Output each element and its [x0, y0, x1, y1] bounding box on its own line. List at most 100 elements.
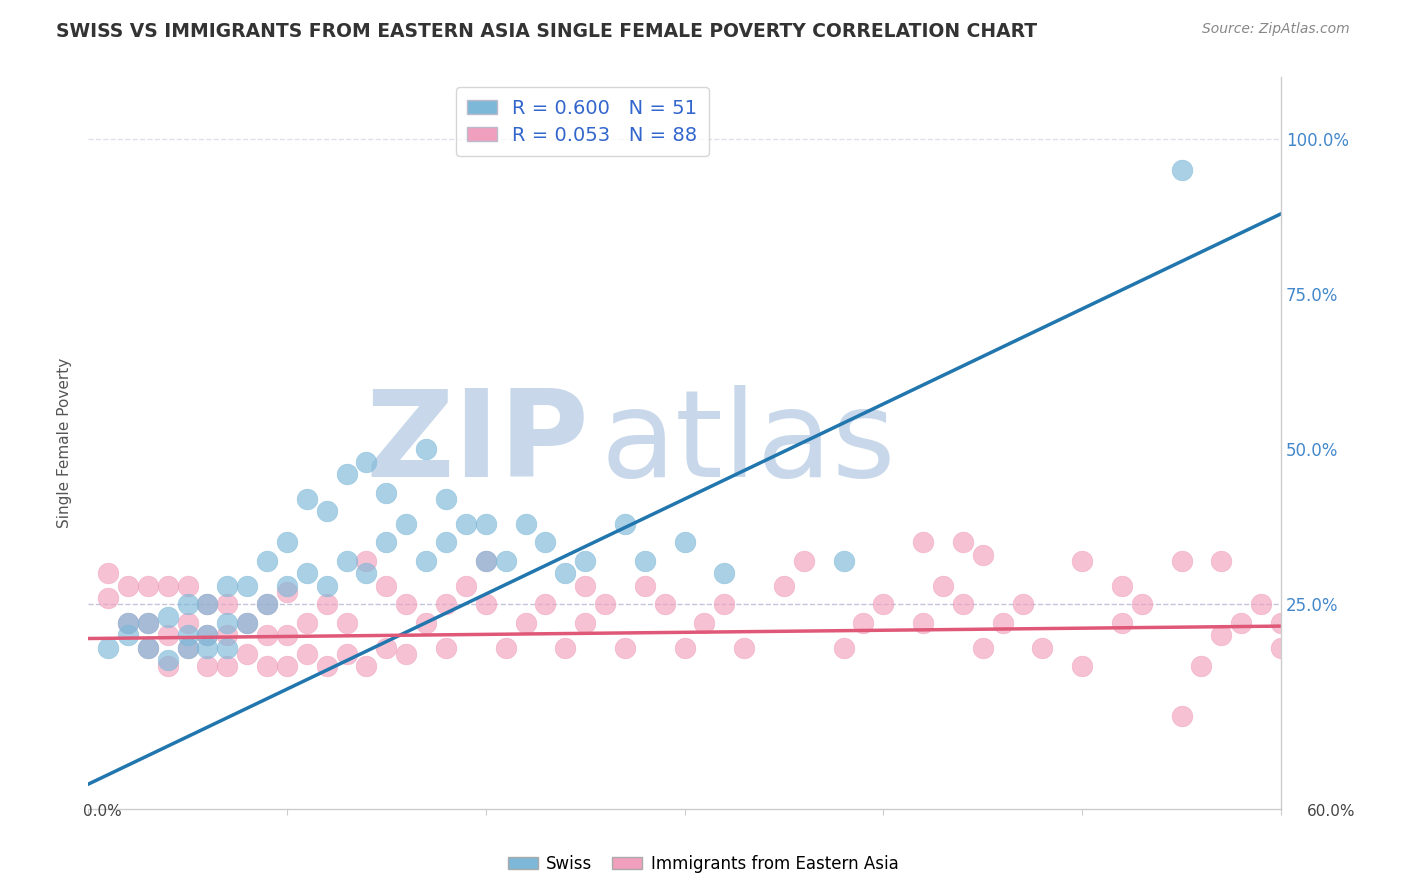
Text: atlas: atlas [600, 384, 897, 501]
Point [295, 647, 318, 661]
Point [295, 566, 318, 581]
Point [1230, 615, 1253, 630]
Point [912, 615, 935, 630]
Point [415, 442, 437, 457]
Point [793, 554, 815, 568]
Point [217, 640, 239, 655]
Point [295, 491, 318, 506]
Point [276, 585, 298, 599]
Point [613, 516, 636, 531]
Point [654, 598, 676, 612]
Point [495, 640, 517, 655]
Point [1250, 598, 1272, 612]
Point [256, 598, 278, 612]
Point [773, 579, 796, 593]
Point [136, 640, 159, 655]
Point [613, 640, 636, 655]
Point [176, 579, 198, 593]
Point [554, 640, 576, 655]
Point [276, 535, 298, 549]
Point [733, 640, 755, 655]
Point [1191, 659, 1213, 673]
Point [574, 615, 596, 630]
Point [574, 579, 596, 593]
Point [593, 598, 616, 612]
Point [454, 516, 477, 531]
Point [236, 615, 259, 630]
Point [156, 653, 179, 667]
Point [713, 598, 735, 612]
Point [434, 598, 457, 612]
Point [991, 615, 1014, 630]
Point [197, 640, 219, 655]
Point [515, 516, 537, 531]
Point [434, 491, 457, 506]
Point [415, 554, 437, 568]
Point [256, 554, 278, 568]
Point [117, 615, 139, 630]
Point [574, 554, 596, 568]
Point [434, 640, 457, 655]
Point [197, 598, 219, 612]
Point [952, 535, 974, 549]
Point [1111, 579, 1133, 593]
Point [832, 640, 855, 655]
Point [832, 554, 855, 568]
Point [236, 579, 259, 593]
Point [1211, 628, 1233, 642]
Point [276, 579, 298, 593]
Point [673, 535, 696, 549]
Point [434, 535, 457, 549]
Point [295, 615, 318, 630]
Point [554, 566, 576, 581]
Point [972, 640, 994, 655]
Point [136, 615, 159, 630]
Point [534, 598, 557, 612]
Point [197, 628, 219, 642]
Point [336, 554, 359, 568]
Point [356, 566, 378, 581]
Point [1170, 709, 1192, 723]
Point [356, 659, 378, 673]
Point [952, 598, 974, 612]
Point [136, 615, 159, 630]
Point [634, 579, 657, 593]
Point [1170, 163, 1192, 178]
Point [315, 659, 337, 673]
Point [217, 628, 239, 642]
Point [395, 647, 418, 661]
Point [515, 615, 537, 630]
Point [276, 628, 298, 642]
Point [176, 628, 198, 642]
Point [395, 598, 418, 612]
Point [1031, 640, 1053, 655]
Point [315, 504, 337, 518]
Legend: Swiss, Immigrants from Eastern Asia: Swiss, Immigrants from Eastern Asia [501, 848, 905, 880]
Point [97, 640, 120, 655]
Point [375, 640, 398, 655]
Point [375, 485, 398, 500]
Point [1111, 615, 1133, 630]
Point [217, 598, 239, 612]
Point [236, 615, 259, 630]
Point [136, 640, 159, 655]
Point [315, 598, 337, 612]
Point [217, 579, 239, 593]
Point [1170, 554, 1192, 568]
Text: 60.0%: 60.0% [1308, 805, 1355, 819]
Point [336, 467, 359, 482]
Point [197, 628, 219, 642]
Point [176, 640, 198, 655]
Point [97, 566, 120, 581]
Point [117, 579, 139, 593]
Point [256, 659, 278, 673]
Point [117, 628, 139, 642]
Point [236, 647, 259, 661]
Point [1270, 615, 1292, 630]
Point [156, 659, 179, 673]
Point [495, 554, 517, 568]
Y-axis label: Single Female Poverty: Single Female Poverty [58, 358, 72, 528]
Point [474, 554, 496, 568]
Point [713, 566, 735, 581]
Point [197, 598, 219, 612]
